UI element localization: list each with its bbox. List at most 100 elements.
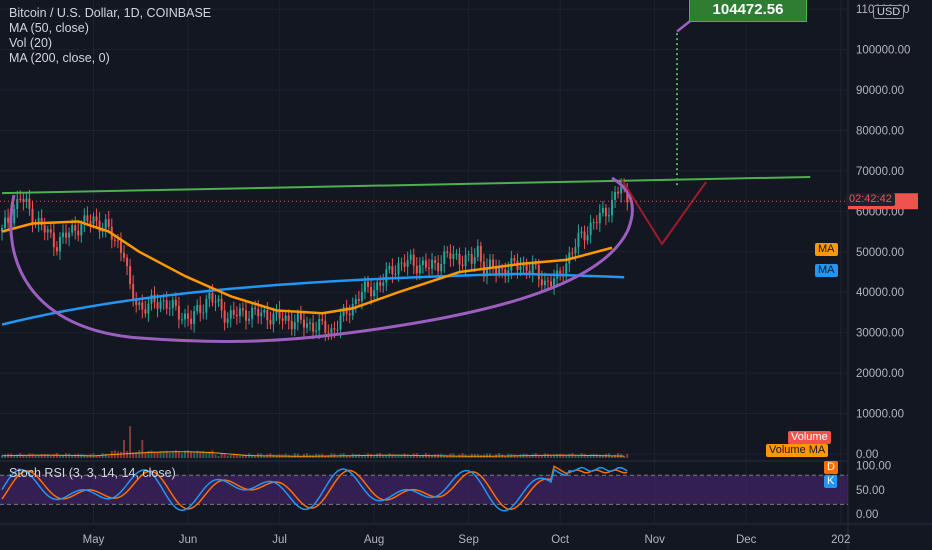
candle-body <box>135 298 138 305</box>
volume-bar <box>22 454 25 458</box>
candle-body <box>409 254 412 261</box>
candle-body <box>574 246 577 254</box>
candle-body <box>339 315 342 330</box>
candle-body <box>71 225 74 233</box>
overlays <box>0 17 848 512</box>
volume-bar <box>193 452 196 458</box>
candle-body <box>156 302 159 309</box>
candle-body <box>260 312 263 317</box>
volume-bar <box>74 454 77 458</box>
candle-body <box>498 268 501 274</box>
volume-bar <box>58 454 61 458</box>
candle-body <box>363 281 366 292</box>
candle-body <box>226 318 229 323</box>
volume-bar <box>516 455 519 458</box>
volume-bar <box>123 440 125 458</box>
volume-bar <box>254 455 257 458</box>
candle-body <box>31 208 34 224</box>
candle-body <box>83 215 86 225</box>
candle-body <box>397 263 400 275</box>
candle-body <box>607 215 610 217</box>
volume-bar <box>385 455 388 458</box>
legend-ma50[interactable]: MA (50, close) <box>9 21 89 35</box>
volume-bar <box>190 452 193 458</box>
stoch-rsi-label[interactable]: Stoch RSI (3, 3, 14, 14, close) <box>9 466 176 480</box>
candle-body <box>598 213 601 224</box>
candle-body <box>467 254 470 256</box>
volume-bar <box>232 453 235 458</box>
candle-body <box>208 292 211 299</box>
ma50-tag: MA <box>815 243 838 256</box>
volume-bar <box>177 451 180 458</box>
volume-bar <box>421 454 424 458</box>
volume-bar <box>144 453 147 458</box>
candle-body <box>116 240 119 242</box>
volume-bar <box>559 453 562 458</box>
price-tick-label: 90000.00 <box>856 85 904 97</box>
candlesticks <box>1 178 629 342</box>
volume-bar <box>52 454 55 458</box>
candle-body <box>123 252 125 258</box>
candle-body <box>92 216 95 224</box>
volume-bar <box>431 455 434 458</box>
countdown-tag: 02:42:42 <box>846 193 895 206</box>
candle-body <box>65 232 68 238</box>
candle-body <box>373 290 376 297</box>
candle-body <box>614 191 617 200</box>
candle-body <box>62 232 64 237</box>
candle-body <box>546 280 549 282</box>
candle-body <box>263 309 266 313</box>
candle-body <box>553 278 556 287</box>
currency-badge[interactable]: USD <box>873 5 905 19</box>
candle-body <box>153 294 156 303</box>
volume-bar <box>241 454 244 458</box>
candle-body <box>132 284 135 299</box>
volume-bar <box>492 456 495 458</box>
volume-bar <box>391 454 394 458</box>
candle-body <box>449 252 452 259</box>
volume-bar <box>34 454 37 458</box>
volume-bar <box>354 454 357 458</box>
volume-bar <box>614 454 617 458</box>
volume-bar <box>376 453 379 458</box>
candle-body <box>379 282 382 286</box>
candle-body <box>464 255 467 267</box>
volume-bar <box>577 455 580 458</box>
candle-body <box>367 281 369 287</box>
candle-body <box>479 245 482 262</box>
candle-body <box>565 263 568 277</box>
volume-bar <box>373 456 376 458</box>
candle-body <box>245 310 247 321</box>
volume-bar <box>531 454 534 458</box>
volume-bar <box>370 454 373 458</box>
candle-body <box>428 267 430 269</box>
candle-body <box>74 225 77 231</box>
legend-ma200[interactable]: MA (200, close, 0) <box>9 51 110 65</box>
volume-bar <box>171 451 174 458</box>
volume-bar <box>400 454 403 458</box>
legend-symbol[interactable]: Bitcoin / U.S. Dollar, 1D, COINBASE <box>9 6 212 20</box>
price-tick-label: 60000.00 <box>856 206 904 218</box>
volume-bar <box>168 452 171 458</box>
volume-bar <box>119 451 122 458</box>
price-tick-label: 0.00 <box>856 449 878 461</box>
volume-bar <box>217 456 220 458</box>
candle-body <box>46 229 49 233</box>
volume-bar <box>238 454 241 458</box>
volume-bar <box>394 454 397 458</box>
volume-bar <box>290 455 293 458</box>
candle-body <box>421 260 424 266</box>
volume-bar <box>235 454 238 458</box>
target-price-label: 104472.56 <box>689 0 807 22</box>
volume-bar <box>202 451 205 458</box>
volume-bar <box>565 455 568 458</box>
candle-body <box>251 307 254 319</box>
candle-body <box>476 245 479 258</box>
volume-bar <box>208 451 211 458</box>
candle-body <box>330 328 333 334</box>
candle-body <box>348 313 351 316</box>
stoch-k-line <box>1 466 628 512</box>
legend-volume[interactable]: Vol (20) <box>9 36 53 50</box>
